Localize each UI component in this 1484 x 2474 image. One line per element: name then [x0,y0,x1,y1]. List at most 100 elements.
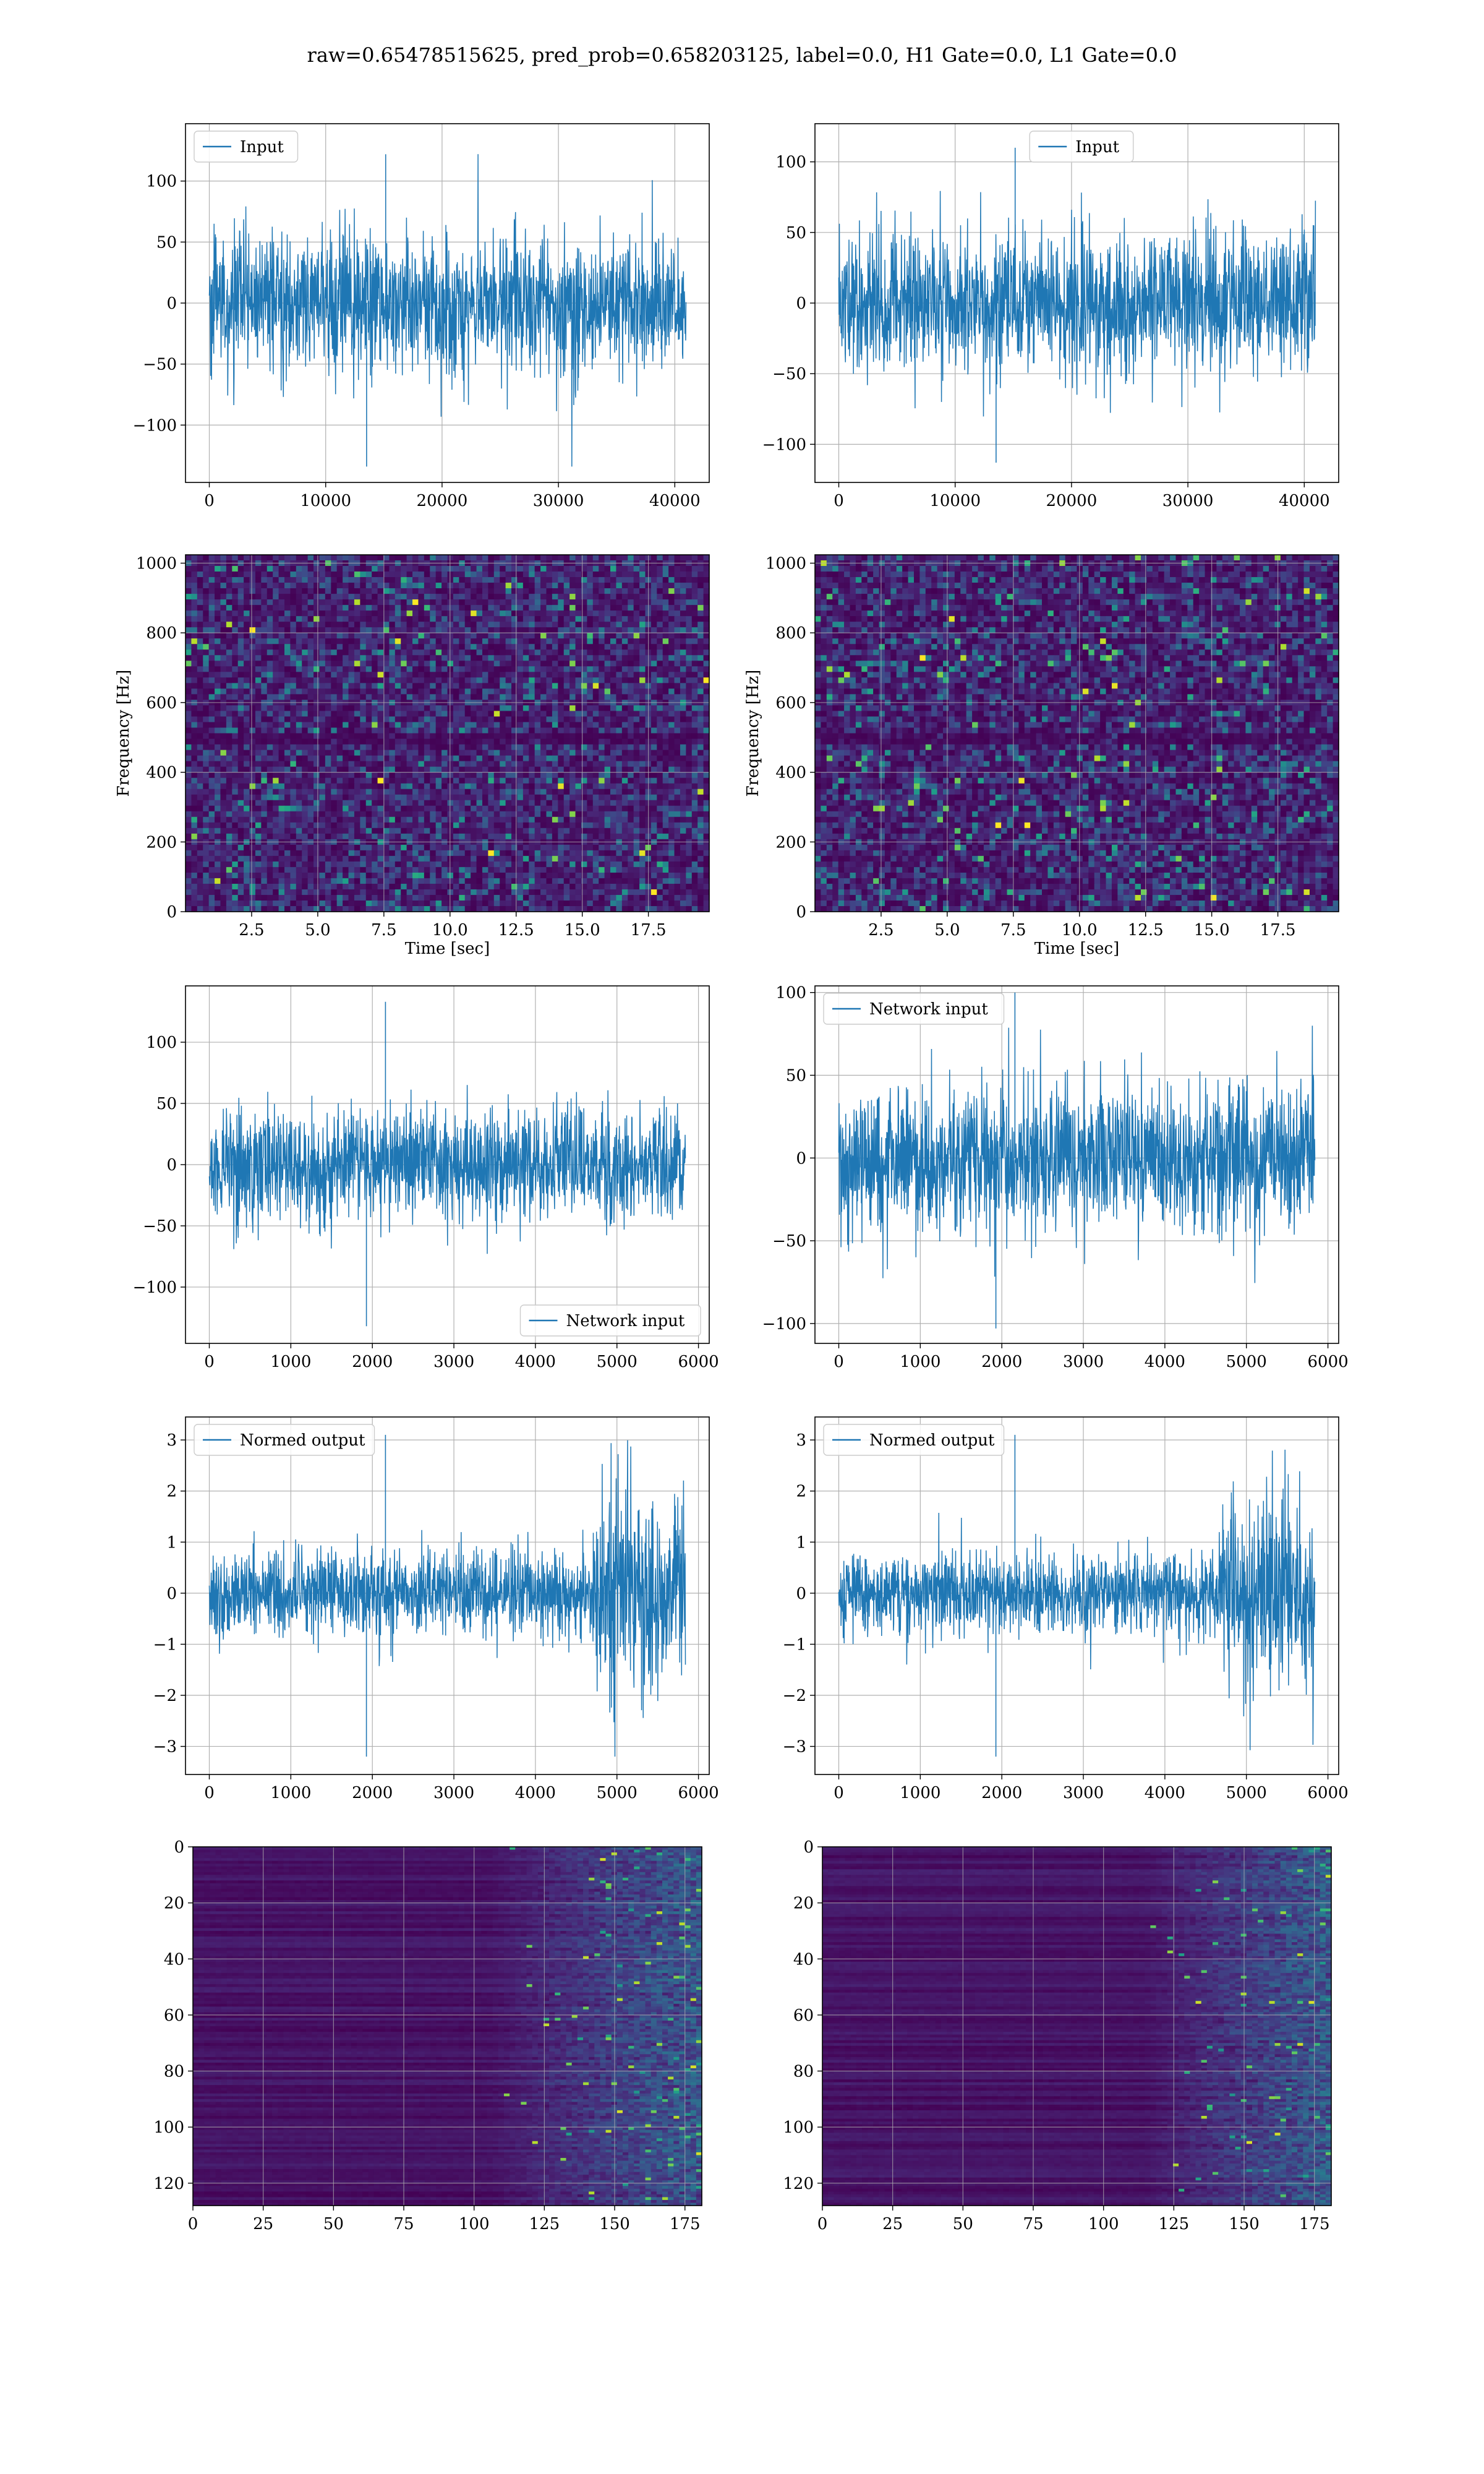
spec-cell [244,806,250,812]
spec-cell [639,555,646,561]
spec-cell [319,616,325,622]
spec-cell [238,761,244,768]
spec-cell [506,850,512,857]
spec-cell [488,845,494,851]
spec-cell [651,784,657,790]
spec-cell [523,773,529,779]
spec-cell [401,828,407,834]
spec-cell [337,784,343,790]
spec-cell [232,577,238,583]
spec-cell [424,722,430,728]
spec-cell [378,666,384,672]
spec-cell [232,739,238,745]
spec-cell [430,727,436,734]
spec-cell [186,800,192,807]
spec-cell [453,672,459,678]
spec-cell [488,806,494,812]
spec-cell [540,806,547,812]
spec-cell [343,577,349,583]
spec-cell [436,649,442,656]
spec-cell [308,795,314,801]
spec-cell [639,795,646,801]
spec-cell [215,566,221,572]
spec-cell [506,688,512,695]
spec-cell [372,627,378,633]
spec-cell [354,622,360,628]
spec-cell [675,784,681,790]
spec-cell [697,583,704,589]
spec-cell [680,605,686,611]
spec-cell [232,761,238,768]
spec-cell [471,683,477,689]
spec-cell [232,633,238,639]
spec-cell [697,778,704,784]
spec-cell [453,716,459,722]
spec-cell [395,571,401,578]
spec-cell [418,599,424,606]
spec-cell [680,583,686,589]
spec-cell [383,571,390,578]
spec-cell [610,811,616,818]
spec-cell [517,694,523,700]
spec-cell [477,856,483,862]
spec-cell [517,610,523,617]
spec-cell [418,594,424,600]
spec-cell [255,761,262,768]
spec-cell [564,577,570,583]
spec-cell [517,666,523,672]
spec-cell [430,705,436,711]
spec-cell [704,594,710,600]
spec-cell [605,767,611,773]
spec-cell [366,583,372,589]
spec-cell [576,823,582,829]
spec-cell [302,795,308,801]
spec-cell [704,784,710,790]
spec-cell [255,756,262,762]
spec-cell [354,734,360,740]
spec-cell [331,789,337,795]
spec-cell [593,683,599,689]
spec-cell [436,767,442,773]
spec-cell [471,677,477,683]
spec-cell [378,750,384,756]
spec-cell [558,811,564,818]
spec-cell [552,627,558,633]
spec-cell [412,795,419,801]
spec-cell [232,734,238,740]
spec-cell [651,756,657,762]
spec-cell [401,773,407,779]
spec-cell [232,644,238,650]
spec-cell [436,588,442,594]
spec-cell [634,566,640,572]
spec-cell [279,627,285,633]
spec-cell [663,767,669,773]
spec-cell [290,594,296,600]
spec-cell [273,599,279,606]
spec-cell [448,644,454,650]
spec-cell [511,583,518,589]
spec-cell [250,834,256,840]
spec-cell [448,688,454,695]
spec-cell [395,856,401,862]
spec-cell [692,784,698,790]
spec-cell [616,795,622,801]
spec-cell [692,845,698,851]
spec-cell [308,583,314,589]
spec-cell [471,666,477,672]
spec-cell [302,800,308,807]
spec-cell [337,638,343,644]
spec-cell [599,722,605,728]
spec-cell [412,722,419,728]
spec-cell [319,734,325,740]
spec-cell [337,756,343,762]
spec-cell [238,834,244,840]
spec-cell [209,633,215,639]
spec-cell [639,745,646,751]
spec-cell [453,856,459,862]
spec-cell [668,784,675,790]
spec-cell [296,834,302,840]
spec-cell [482,806,488,812]
spec-cell [459,683,465,689]
spec-cell [599,594,605,600]
spec-cell [372,605,378,611]
